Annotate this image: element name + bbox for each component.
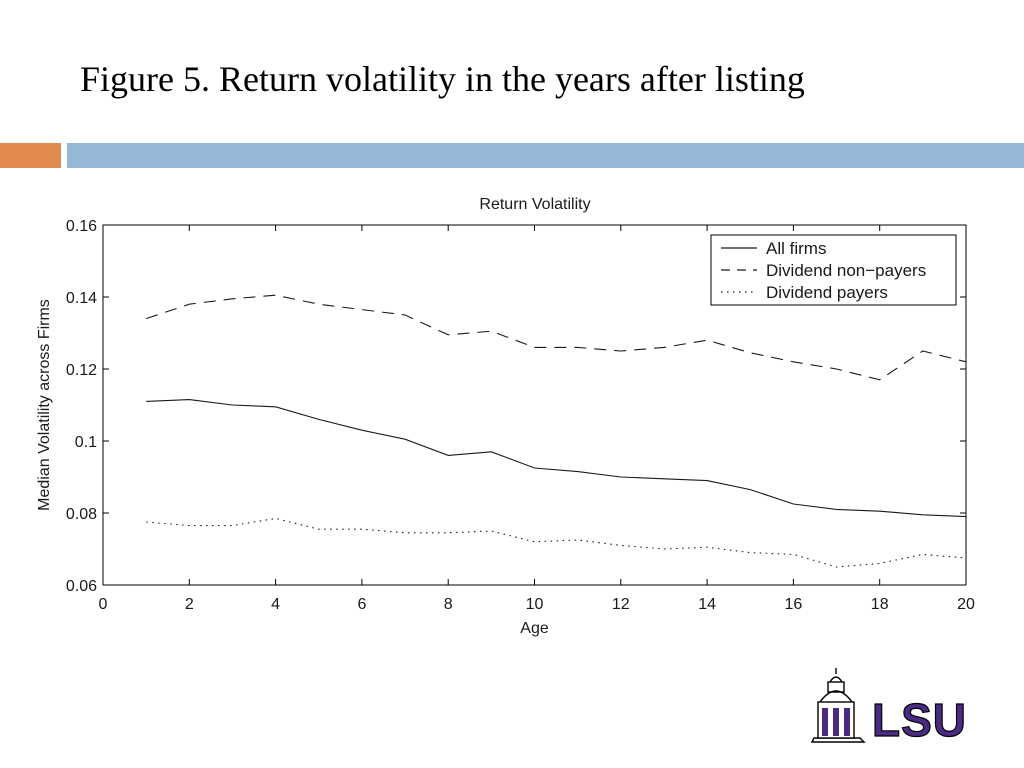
accent-bar-blue <box>67 143 1024 168</box>
y-tick-label: 0.1 <box>75 434 97 451</box>
axis-ticks: 0 2 4 6 8 10 12 14 16 18 20 0.06 0.08 0.1 0.12 0.14 0.16 <box>66 218 975 613</box>
y-tick-label: 0.16 <box>66 218 97 235</box>
x-tick-label: 8 <box>444 596 453 613</box>
y-axis-label: Median Volatility across Firms <box>36 299 53 511</box>
y-tick-label: 0.08 <box>66 506 97 523</box>
series-line-solid <box>146 399 967 518</box>
chart-title: Return Volatility <box>479 196 590 213</box>
legend-label: Dividend payers <box>766 283 888 302</box>
chart-legend: All firms Dividend non−payers Dividend pay… <box>710 234 957 306</box>
x-tick-label: 2 <box>185 596 194 613</box>
y-tick-label: 0.12 <box>66 362 97 379</box>
logo-text: LSU <box>872 694 967 746</box>
legend-box <box>710 234 957 306</box>
legend-label: Dividend non−payers <box>766 261 926 280</box>
x-axis-label: Age <box>520 620 549 637</box>
slide-title: Figure 5. Return volatility in the years… <box>80 59 805 99</box>
series-lines <box>146 294 967 568</box>
x-tick-label: 12 <box>612 596 630 613</box>
x-tick-label: 0 <box>99 596 108 613</box>
lsu-logo: LSU <box>810 668 967 746</box>
accent-bar-orange <box>0 143 61 168</box>
x-tick-label: 20 <box>957 596 975 613</box>
x-tick-label: 14 <box>698 596 716 613</box>
x-tick-label: 10 <box>526 596 544 613</box>
university-tower-icon <box>810 668 866 743</box>
legend-label: All firms <box>766 239 826 258</box>
x-tick-label: 4 <box>271 596 280 613</box>
y-tick-label: 0.14 <box>66 290 97 307</box>
series-line-dashed <box>146 294 967 381</box>
x-tick-label: 6 <box>357 596 366 613</box>
series-line-dotted <box>146 517 967 568</box>
y-tick-label: 0.06 <box>66 578 97 595</box>
volatility-chart: Return Volatility 0 2 4 6 8 10 12 14 16 18 200.060… <box>36 196 975 637</box>
x-tick-label: 16 <box>785 596 803 613</box>
x-tick-label: 18 <box>871 596 889 613</box>
